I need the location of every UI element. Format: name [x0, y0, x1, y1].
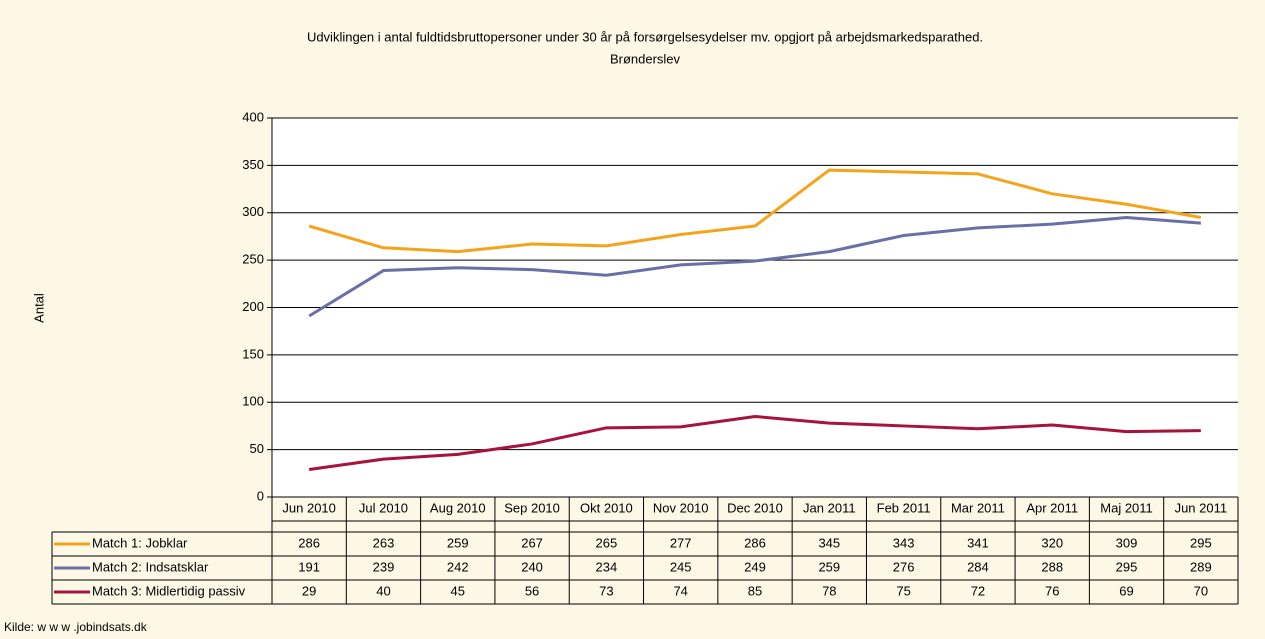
table-cell: 288 — [1041, 559, 1063, 574]
y-tick-label: 100 — [242, 394, 264, 409]
table-cell: 45 — [451, 583, 465, 598]
y-tick-label: 350 — [242, 157, 264, 172]
table-cell: 78 — [822, 583, 836, 598]
x-tick-label: Jun 2010 — [282, 500, 336, 515]
series-line — [308, 215, 1201, 318]
table-cell: 249 — [744, 559, 766, 574]
table-cell: 345 — [818, 535, 840, 550]
x-tick-label: Mar 2011 — [951, 500, 1005, 515]
table-cell: 284 — [967, 559, 989, 574]
table-cell: 277 — [670, 535, 692, 550]
table-cell: 242 — [447, 559, 469, 574]
table-cell: 265 — [596, 535, 618, 550]
y-tick-label: 50 — [250, 441, 264, 456]
chart-title: Udviklingen i antal fuldtidsbruttoperson… — [307, 29, 983, 44]
y-tick-label: 300 — [242, 204, 264, 219]
x-tick-label: Jan 2011 — [803, 500, 856, 515]
source: Kilde: w w w .jobindsats.dk — [4, 620, 148, 634]
table-cell: 72 — [971, 583, 985, 598]
table-cell: 234 — [596, 559, 618, 574]
table-cell: 263 — [373, 535, 395, 550]
table-cell: 56 — [525, 583, 539, 598]
table-cell: 320 — [1041, 535, 1063, 550]
x-tick-label: Okt 2010 — [580, 500, 633, 515]
table-cell: 289 — [1190, 559, 1212, 574]
table-cell: 286 — [298, 535, 320, 550]
legend-label: Match 3: Midlertidig passiv — [92, 583, 246, 598]
table-cell: 343 — [893, 535, 915, 550]
table-cell: 239 — [373, 559, 395, 574]
table-cell: 286 — [744, 535, 766, 550]
table-cell: 295 — [1190, 535, 1212, 550]
table-cell: 245 — [670, 559, 692, 574]
x-tick-label: Aug 2010 — [430, 500, 486, 515]
table-cell: 276 — [893, 559, 915, 574]
x-tick-label: Apr 2011 — [1026, 500, 1078, 515]
x-tick-label: Sep 2010 — [504, 500, 560, 515]
x-tick-label: Dec 2010 — [727, 500, 783, 515]
table-cell: 29 — [302, 583, 316, 598]
table-cell: 259 — [447, 535, 469, 550]
y-tick-label: 200 — [242, 299, 264, 314]
table-cell: 191 — [298, 559, 320, 574]
table-cell: 69 — [1119, 583, 1133, 598]
table-cell: 240 — [521, 559, 543, 574]
series-line — [308, 168, 1202, 254]
table-cell: 267 — [521, 535, 543, 550]
table-cell: 309 — [1116, 535, 1138, 550]
x-tick-label: Nov 2010 — [653, 500, 709, 515]
table-cell: 40 — [376, 583, 390, 598]
x-tick-label: Jul 2010 — [359, 500, 408, 515]
table-cell: 70 — [1194, 583, 1208, 598]
series-line — [308, 414, 1201, 472]
table-cell: 341 — [967, 535, 989, 550]
y-axis-label: Antal — [31, 293, 46, 323]
y-tick-label: 150 — [242, 346, 264, 361]
x-tick-label: Feb 2011 — [877, 500, 931, 515]
x-tick-label: Jun 2011 — [1175, 500, 1228, 515]
table-cell: 75 — [896, 583, 910, 598]
table-cell: 73 — [599, 583, 613, 598]
table-cell: 74 — [673, 583, 687, 598]
y-tick-label: 400 — [242, 109, 264, 124]
x-tick-label: Maj 2011 — [1100, 500, 1153, 515]
table-cell: 295 — [1116, 559, 1138, 574]
legend-label: Match 2: Indsatsklar — [92, 559, 209, 574]
legend-label: Match 1: Jobklar — [92, 535, 188, 550]
y-tick-label: 0 — [257, 488, 264, 503]
y-tick-label: 250 — [242, 252, 264, 267]
chart-subtitle: Brønderslev — [610, 51, 681, 66]
table-cell: 259 — [818, 559, 840, 574]
table-cell: 76 — [1045, 583, 1059, 598]
table-cell: 85 — [748, 583, 762, 598]
